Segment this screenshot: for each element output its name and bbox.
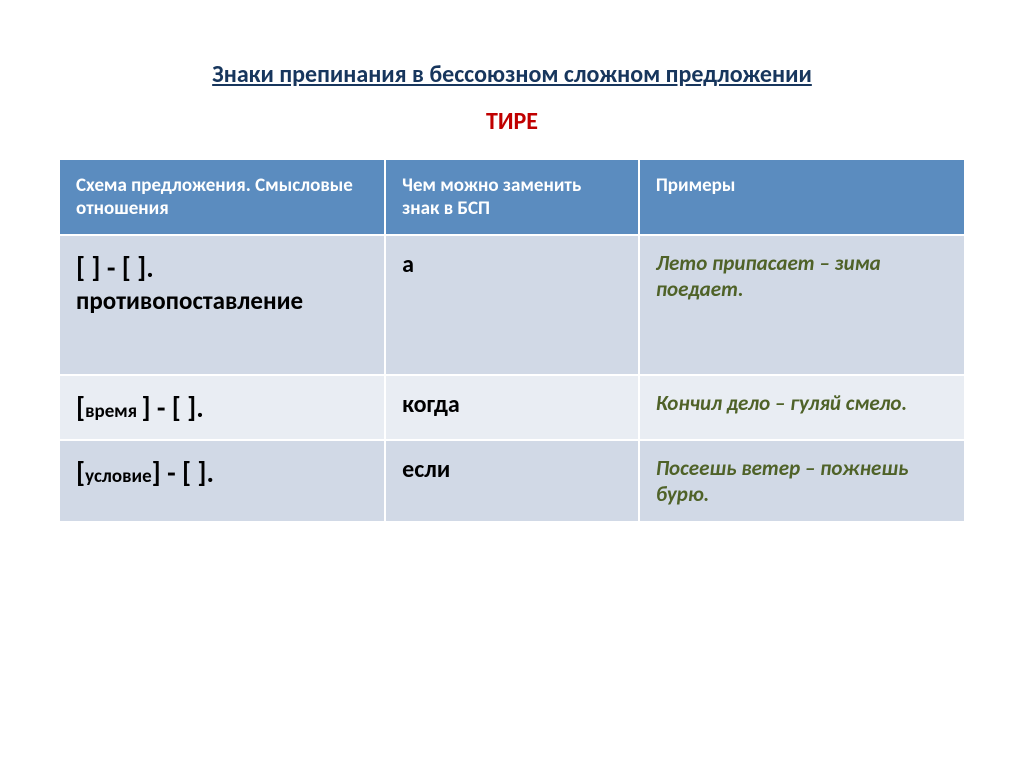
page-subtitle: ТИРЕ <box>58 107 966 136</box>
col-header-replace: Чем можно заменить знак в БСП <box>385 159 639 235</box>
schema-bracket-close: ] - [ ]. <box>152 455 214 490</box>
schema-bracket-close: ] - [ ]. <box>141 390 203 425</box>
table-header-row: Схема предложения. Смысловые отношения Ч… <box>59 159 965 235</box>
rules-table: Схема предложения. Смысловые отношения Ч… <box>58 158 966 523</box>
col-header-schema: Схема предложения. Смысловые отношения <box>59 159 385 235</box>
cell-example: Кончил дело – гуляй смело. <box>639 375 965 440</box>
table-row: [время ] - [ ]. когда Кончил дело – гуля… <box>59 375 965 440</box>
schema-main: [ ] - [ ]. <box>76 250 154 285</box>
schema-bracket-open: [ <box>76 455 85 490</box>
cell-example: Лето припасает – зима поедает. <box>639 235 965 375</box>
schema-sub: противопоставление <box>76 285 303 316</box>
table-row: [условие] - [ ]. если Посеешь ветер – по… <box>59 440 965 522</box>
page-title: Знаки препинания в бессоюзном сложном пр… <box>58 60 966 89</box>
schema-inner: условие <box>85 465 152 488</box>
cell-schema: [условие] - [ ]. <box>59 440 385 522</box>
col-header-example: Примеры <box>639 159 965 235</box>
cell-schema: [время ] - [ ]. <box>59 375 385 440</box>
cell-replace: когда <box>385 375 639 440</box>
cell-replace: если <box>385 440 639 522</box>
cell-replace: а <box>385 235 639 375</box>
cell-example: Посеешь ветер – пожнешь бурю. <box>639 440 965 522</box>
cell-schema: [ ] - [ ]. противопоставление <box>59 235 385 375</box>
table-row: [ ] - [ ]. противопоставление а Лето при… <box>59 235 965 375</box>
schema-bracket-open: [ <box>76 390 85 425</box>
schema-inner: время <box>85 400 141 423</box>
